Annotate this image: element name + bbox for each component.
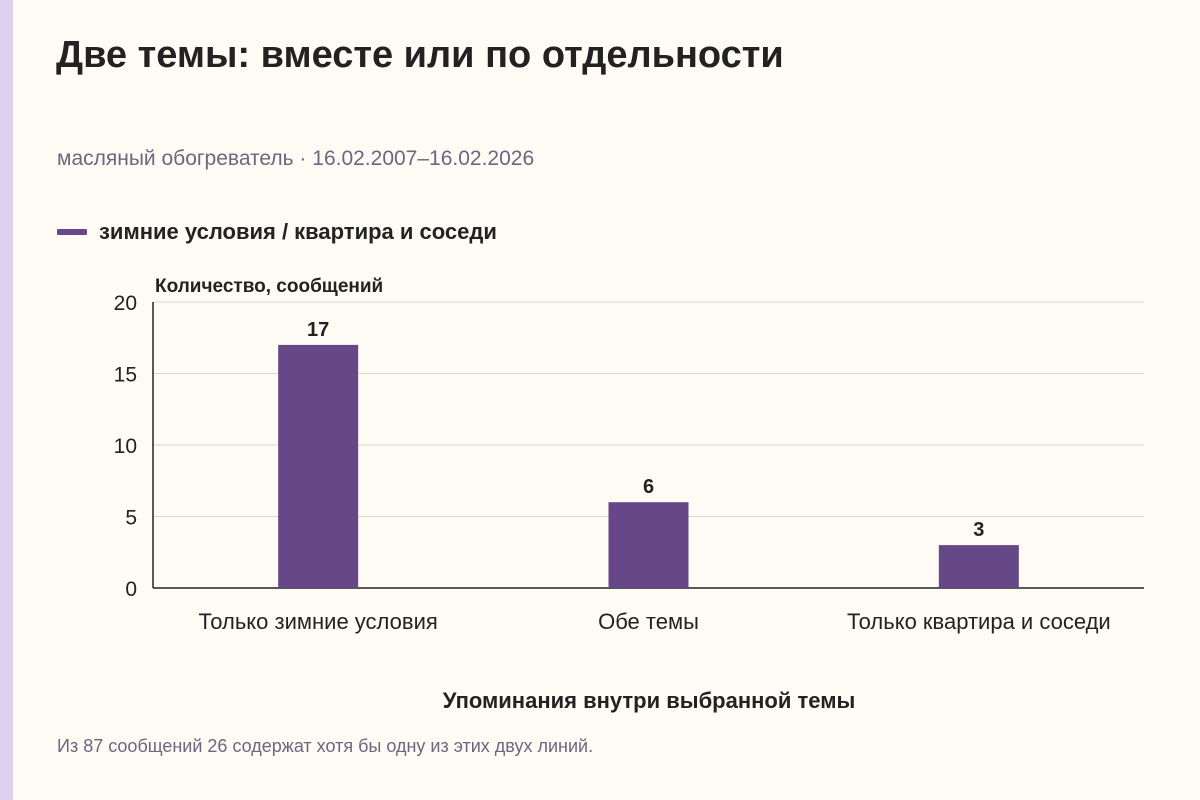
bar (938, 545, 1019, 588)
bars (278, 344, 1019, 588)
data-label: 6 (643, 476, 654, 498)
chart-title: Две темы: вместе или по отдельности (56, 34, 784, 76)
y-axis-title: Количество, сообщений (155, 276, 383, 297)
accent-strip (0, 0, 13, 800)
bar (278, 344, 359, 588)
legend-label: зимние условия / квартира и соседи (99, 219, 497, 244)
chart-subtitle: масляный обогреватель · 16.02.2007–16.02… (57, 147, 535, 170)
y-tick-label: 10 (114, 435, 137, 458)
y-tick-label: 0 (125, 578, 137, 601)
category-label: Обе темы (598, 609, 699, 634)
legend-swatch (57, 229, 87, 235)
legend: зимние условия / квартира и соседи (57, 218, 497, 246)
y-tick-label: 5 (125, 507, 137, 530)
category-label: Только квартира и соседи (847, 609, 1111, 634)
y-tick-label: 20 (114, 292, 137, 315)
bar (608, 502, 689, 588)
footnote: Из 87 сообщений 26 содержат хотя бы одну… (57, 736, 594, 756)
x-axis-title: Упоминания внутри выбранной темы (443, 688, 856, 713)
category-label: Только зимние условия (199, 609, 438, 634)
data-label: 3 (973, 519, 984, 541)
category-labels: Только зимние условия Обе темы Только квар… (199, 609, 1111, 634)
y-tick-label: 15 (114, 364, 137, 387)
y-ticks: 0 5 10 15 20 (114, 292, 137, 601)
data-label: 17 (307, 319, 329, 341)
